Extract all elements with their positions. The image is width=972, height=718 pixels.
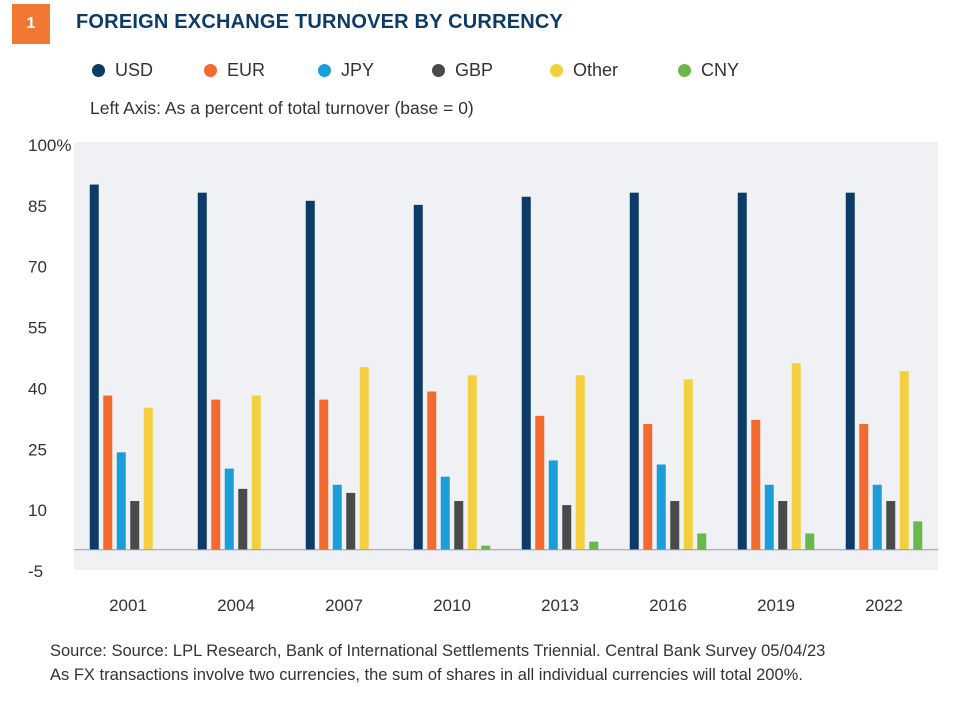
bar-gbp: [562, 505, 572, 550]
y-tick-label: 40: [28, 379, 47, 398]
legend-label: Other: [573, 60, 619, 80]
source-footnote: Source: Source: LPL Research, Bank of In…: [50, 642, 826, 660]
methodology-footnote: As FX transactions involve two currencie…: [50, 666, 803, 684]
x-tick-label: 2016: [649, 596, 687, 615]
y-tick-label: 70: [28, 258, 47, 277]
bar-usd: [413, 204, 423, 550]
bar-usd: [89, 184, 99, 550]
bar-gbp: [130, 501, 140, 550]
bar-gbp: [238, 488, 248, 550]
bar-cny: [697, 533, 707, 550]
bar-cny: [481, 545, 491, 550]
bar-other: [467, 375, 477, 550]
bar-cny: [805, 533, 815, 550]
bar-gbp: [670, 501, 680, 550]
bar-jpy: [440, 476, 450, 550]
bar-usd: [629, 192, 639, 550]
chart-legend: USD EUR JPY GBP Other CNY: [92, 60, 852, 86]
x-tick-label: 2010: [433, 596, 471, 615]
legend-label: JPY: [341, 60, 375, 80]
bar-other: [575, 375, 585, 550]
y-tick-label: 100%: [28, 136, 71, 155]
bar-usd: [305, 200, 315, 550]
legend-label: CNY: [701, 60, 740, 80]
bar-eur: [751, 419, 761, 550]
bar-eur: [643, 423, 653, 550]
x-tick-label: 2013: [541, 596, 579, 615]
bar-other: [251, 395, 261, 550]
bar-jpy: [332, 484, 342, 550]
y-tick-label: -5: [28, 562, 43, 581]
bar-cny: [913, 521, 923, 550]
legend-label: GBP: [455, 60, 494, 80]
legend-item-eur: EUR: [204, 60, 265, 81]
bar-jpy: [872, 484, 882, 550]
legend-swatch: [678, 64, 691, 77]
bar-usd: [521, 196, 531, 550]
legend-swatch: [432, 64, 445, 77]
y-tick-label: 10: [28, 501, 47, 520]
legend-swatch: [92, 64, 105, 77]
y-tick-label: 85: [28, 197, 47, 216]
x-tick-label: 2019: [757, 596, 795, 615]
bar-other: [143, 407, 153, 550]
bar-eur: [103, 395, 113, 550]
bar-eur: [319, 399, 329, 550]
bar-cny: [589, 541, 599, 550]
chart-title: FOREIGN EXCHANGE TURNOVER BY CURRENCY: [76, 11, 564, 33]
legend-swatch: [318, 64, 331, 77]
figure-number-badge: 1: [12, 4, 50, 44]
legend-label: EUR: [227, 60, 266, 80]
bar-usd: [737, 192, 747, 550]
x-tick-label: 2001: [109, 596, 147, 615]
legend-item-usd: USD: [92, 60, 153, 81]
bar-eur: [535, 415, 545, 550]
legend-item-cny: CNY: [678, 60, 739, 81]
axis-note: Left Axis: As a percent of total turnove…: [90, 98, 474, 118]
bar-usd: [197, 192, 207, 550]
bar-gbp: [886, 501, 896, 550]
bar-eur: [427, 391, 437, 550]
legend-swatch: [204, 64, 217, 77]
bar-other: [791, 363, 801, 550]
bar-eur: [859, 423, 869, 550]
bar-other: [899, 371, 909, 550]
bar-jpy: [224, 468, 234, 550]
bar-gbp: [454, 501, 464, 550]
bar-other: [683, 379, 693, 550]
bar-jpy: [656, 464, 666, 550]
y-tick-label: 25: [28, 440, 47, 459]
legend-item-jpy: JPY: [318, 60, 374, 81]
legend-swatch: [550, 64, 563, 77]
bar-usd: [845, 192, 855, 550]
bar-gbp: [346, 492, 356, 550]
bar-other: [359, 367, 369, 550]
legend-item-other: Other: [550, 60, 618, 81]
bar-jpy: [548, 460, 558, 550]
bar-jpy: [116, 452, 126, 550]
bar-gbp: [778, 501, 788, 550]
x-tick-label: 2004: [217, 596, 255, 615]
bar-jpy: [764, 484, 774, 550]
y-tick-label: 55: [28, 319, 47, 338]
x-tick-label: 2007: [325, 596, 363, 615]
legend-label: USD: [115, 60, 154, 80]
legend-item-gbp: GBP: [432, 60, 493, 81]
bar-eur: [211, 399, 221, 550]
x-tick-label: 2022: [865, 596, 903, 615]
bar-chart: 100% 85 70 55 40 25 10 -5 2001 2004 2007 2010 2013 20…: [28, 136, 938, 615]
